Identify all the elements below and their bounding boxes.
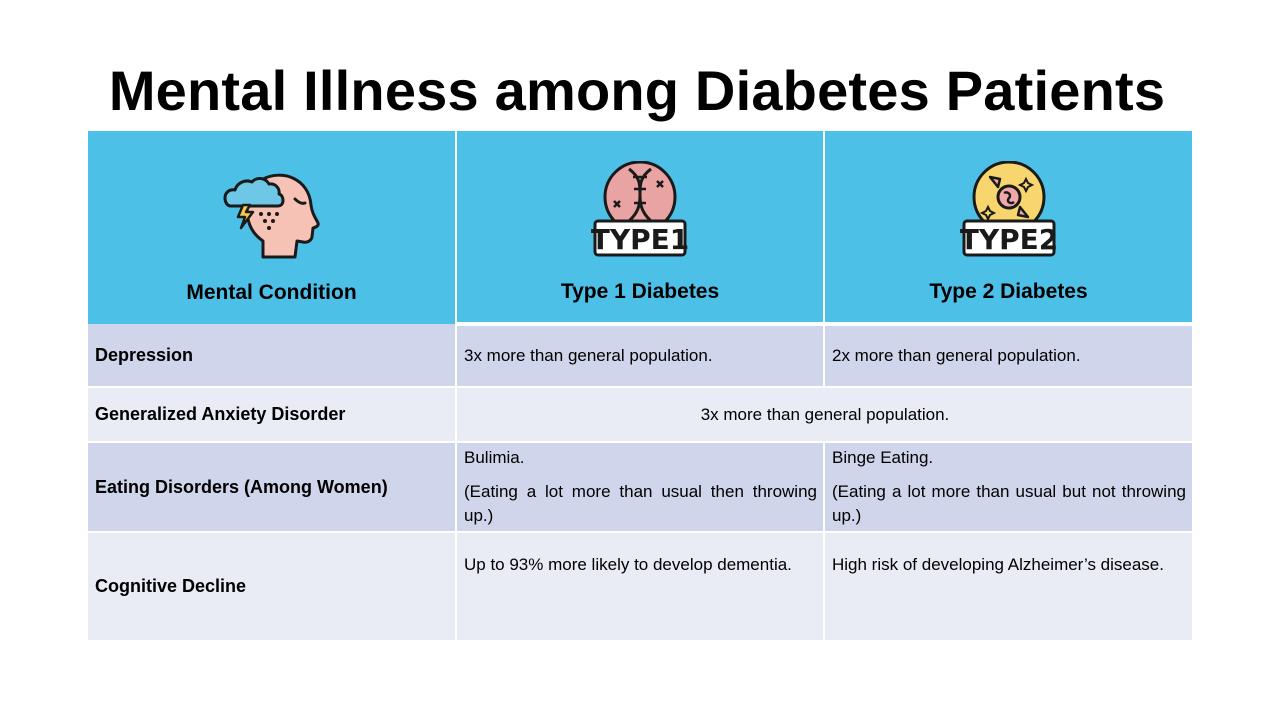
table-row: Eating Disorders (Among Women) Bulimia. … <box>88 442 1192 533</box>
type1-cell: 3x more than general population. <box>456 324 825 388</box>
table-row: Cognitive Decline Up to 93% more likely … <box>88 532 1192 640</box>
candy-type2-icon: TYPE2 <box>959 160 1058 267</box>
row-label: Depression <box>88 324 457 388</box>
dna-type1-icon: TYPE1 <box>591 160 689 267</box>
cell-heading: Bulimia. <box>464 448 525 467</box>
table-row: Depression 3x more than general populati… <box>88 324 1192 388</box>
type2-cell: Binge Eating. (Eating a lot more than us… <box>824 442 1192 533</box>
header-label: Mental Condition <box>186 281 357 304</box>
comparison-table: Mental Condition TYPE1 <box>88 131 1192 640</box>
merged-cell: 3x more than general population. <box>456 387 1192 443</box>
table-row: Generalized Anxiety Disorder 3x more tha… <box>88 387 1192 443</box>
type1-badge-text: TYPE1 <box>591 223 689 256</box>
header-type2: TYPE2 Type 2 Diabetes <box>824 131 1192 326</box>
header-mental-condition: Mental Condition <box>88 131 457 324</box>
header-label: Type 2 Diabetes <box>929 280 1088 303</box>
table-header-row: Mental Condition TYPE1 <box>88 131 1192 326</box>
header-type1: TYPE1 Type 1 Diabetes <box>456 131 825 326</box>
type2-badge-text: TYPE2 <box>960 223 1058 256</box>
row-label: Eating Disorders (Among Women) <box>88 442 457 533</box>
row-label: Generalized Anxiety Disorder <box>88 387 457 443</box>
cell-note: (Eating a lot more than usual but not th… <box>832 482 1186 525</box>
header-label: Type 1 Diabetes <box>560 280 720 303</box>
type2-cell: 2x more than general population. <box>824 324 1192 388</box>
type2-cell: High risk of developing Alzheimer’s dise… <box>824 532 1192 640</box>
row-label: Cognitive Decline <box>88 532 457 640</box>
slide-title: Mental Illness among Diabetes Patients <box>108 59 1166 122</box>
type1-cell: Bulimia. (Eating a lot more than usual t… <box>456 442 825 533</box>
cell-heading: Binge Eating. <box>832 448 934 467</box>
type1-cell: Up to 93% more likely to develop dementi… <box>456 532 825 640</box>
cell-note: (Eating a lot more than usual then throw… <box>464 482 817 525</box>
head-storm-cloud-icon <box>223 161 321 265</box>
